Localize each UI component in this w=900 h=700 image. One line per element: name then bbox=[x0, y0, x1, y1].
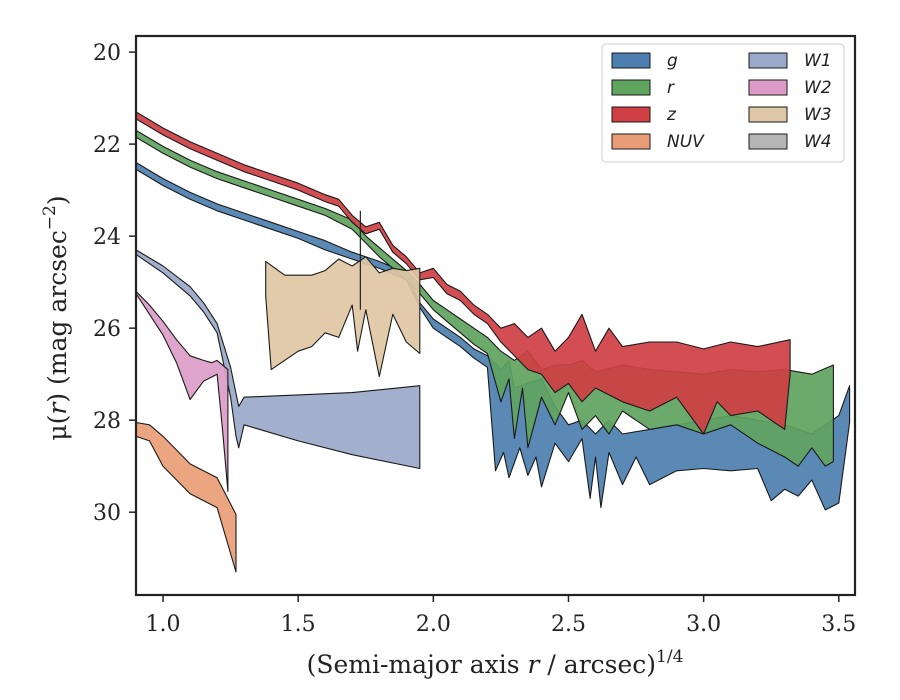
legend: grz NUV W1 W2 W3 W4 bbox=[601, 43, 845, 163]
x-tick-label: 2.5 bbox=[551, 612, 586, 637]
legend-label-w2: W2 bbox=[804, 78, 832, 98]
legend-swatch-w1 bbox=[748, 52, 788, 69]
x-tick-label: 1.0 bbox=[146, 612, 181, 637]
legend-label-w4: W4 bbox=[804, 132, 832, 152]
x-tick-label: 3.0 bbox=[686, 612, 721, 637]
legend-label-nuv: NUV bbox=[667, 132, 705, 152]
plot-frame bbox=[134, 34, 857, 597]
series-band-w3 bbox=[265, 256, 421, 378]
y-tick-label: 26 bbox=[93, 317, 121, 342]
legend-swatch-g bbox=[611, 52, 651, 69]
y-tick-label: 24 bbox=[93, 225, 121, 250]
legend-swatch-nuv bbox=[611, 133, 651, 150]
legend-box bbox=[601, 43, 845, 163]
series-band-g bbox=[136, 161, 851, 511]
legend-swatch-r bbox=[611, 79, 651, 96]
y-tick-label: 22 bbox=[93, 133, 121, 158]
legend-swatch-w3 bbox=[748, 106, 788, 123]
legend-swatch-w4 bbox=[748, 133, 788, 150]
legend-label-g: g bbox=[667, 51, 678, 71]
ticks-layer: 1.0 1.5 2.0 2.5 3.0 3.5 20 22 24 26 28 30 bbox=[93, 41, 856, 637]
legend-label-r: r bbox=[667, 78, 675, 98]
series-layer bbox=[136, 111, 851, 573]
series-band-w2 bbox=[136, 290, 229, 493]
y-tick-label: 20 bbox=[93, 41, 121, 66]
legend-label-z: z bbox=[666, 105, 677, 125]
legend-swatch-w2 bbox=[748, 79, 788, 96]
series-band-z bbox=[136, 111, 791, 435]
series-band-nuv bbox=[136, 421, 237, 573]
x-tick-label: 3.5 bbox=[821, 612, 856, 637]
x-tick-label: 1.5 bbox=[281, 612, 316, 637]
y-tick-label: 30 bbox=[93, 501, 121, 526]
series-band-w1 bbox=[136, 249, 421, 470]
legend-label-w1: W1 bbox=[804, 51, 832, 71]
y-tick-label: 28 bbox=[93, 409, 121, 434]
legend-swatch-z bbox=[611, 106, 651, 123]
y-axis-title: μ(r) (mag arcsec−2) bbox=[40, 195, 72, 440]
legend-label-w3: W3 bbox=[804, 105, 832, 125]
x-tick-label: 2.0 bbox=[416, 612, 451, 637]
x-axis-title: (Semi-major axis r / arcsec)1/4 bbox=[307, 647, 684, 679]
